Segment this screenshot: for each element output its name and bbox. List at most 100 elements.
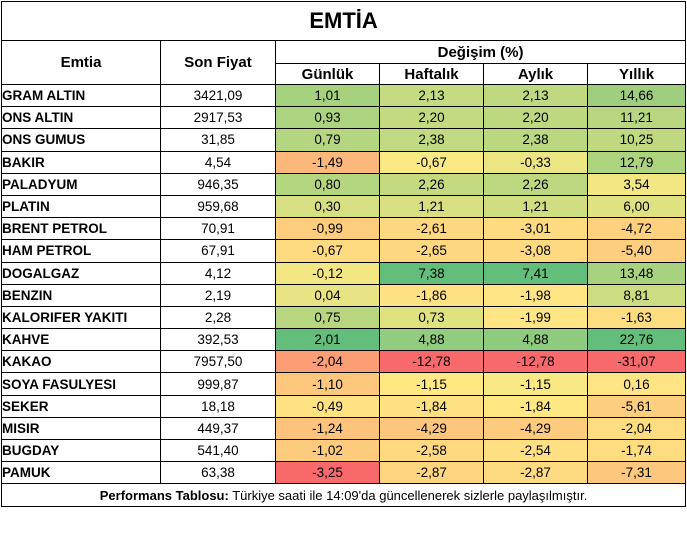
last-price: 63,38 — [160, 461, 276, 485]
table-row: GRAM ALTIN 3421,09 1,01 2,13 2,13 14,66 — [1, 83, 687, 108]
monthly-change: -12,78 — [483, 350, 588, 374]
monthly-change: 7,41 — [483, 261, 588, 285]
weekly-change: -1,84 — [379, 394, 484, 418]
monthly-change: -1,99 — [483, 305, 588, 330]
commodity-name: PALADYUM — [1, 172, 161, 196]
last-price: 999,87 — [160, 372, 276, 396]
yearly-change: 13,48 — [586, 261, 687, 285]
monthly-change: 1,21 — [483, 194, 588, 219]
table-row: KALORIFER YAKITI 2,28 0,75 0,73 -1,99 -1,63 — [1, 305, 687, 330]
yearly-change: -1,63 — [586, 305, 687, 330]
table-row: PAMUK 63,38 -3,25 -2,87 -2,87 -7,31 — [1, 461, 687, 485]
weekly-change: -1,86 — [379, 283, 484, 307]
weekly-change: 7,38 — [379, 261, 484, 285]
monthly-change: 2,13 — [483, 83, 588, 108]
daily-change: 0,04 — [275, 283, 380, 307]
weekly-change: 2,20 — [379, 106, 484, 130]
weekly-change: -2,87 — [379, 461, 484, 485]
yearly-change: -5,61 — [586, 394, 687, 418]
weekly-change: -2,58 — [379, 438, 484, 463]
last-price: 946,35 — [160, 172, 276, 196]
monthly-change: -3,01 — [483, 217, 588, 241]
daily-change: 0,93 — [275, 106, 380, 130]
commodity-name: MISIR — [1, 416, 161, 441]
table-row: PLATIN 959,68 0,30 1,21 1,21 6,00 — [1, 194, 687, 219]
daily-change: 0,79 — [275, 128, 380, 152]
commodity-name: BAKIR — [1, 150, 161, 174]
yearly-change: 14,66 — [586, 83, 687, 108]
monthly-change: 4,88 — [483, 328, 588, 352]
monthly-change: 2,20 — [483, 106, 588, 130]
yearly-change: 12,79 — [586, 150, 687, 174]
daily-change: 1,01 — [275, 83, 380, 108]
weekly-change: 2,13 — [379, 83, 484, 108]
yearly-change: -5,40 — [586, 239, 687, 263]
commodity-name: DOGALGAZ — [1, 261, 161, 285]
yearly-change: -31,07 — [586, 350, 687, 374]
yearly-change: 22,76 — [586, 328, 687, 352]
last-price: 2,28 — [160, 305, 276, 330]
daily-change: -1,24 — [275, 416, 380, 441]
table-row: ONS ALTIN 2917,53 0,93 2,20 2,20 11,21 — [1, 106, 687, 130]
table-row: PALADYUM 946,35 0,80 2,26 2,26 3,54 — [1, 172, 687, 196]
yearly-change: 0,16 — [586, 372, 687, 396]
monthly-change: -4,29 — [483, 416, 588, 441]
weekly-change: 4,88 — [379, 328, 484, 352]
daily-change: 0,80 — [275, 172, 380, 196]
commodity-name: BENZIN — [1, 283, 161, 307]
header-change-group: Değişim (%) — [274, 40, 687, 64]
last-price: 7957,50 — [160, 350, 276, 374]
header-daily: Günlük — [275, 63, 380, 85]
daily-change: -1,49 — [275, 150, 380, 174]
weekly-change: 1,21 — [379, 194, 484, 219]
header-weekly: Haftalık — [379, 63, 484, 85]
monthly-change: 2,38 — [483, 128, 588, 152]
monthly-change: -2,54 — [483, 438, 588, 463]
weekly-change: -0,67 — [379, 150, 484, 174]
commodity-name: ONS ALTIN — [1, 106, 161, 130]
table-row: KAKAO 7957,50 -2,04 -12,78 -12,78 -31,07 — [1, 350, 687, 374]
table-row: BUGDAY 541,40 -1,02 -2,58 -2,54 -1,74 — [1, 438, 687, 463]
monthly-change: -1,98 — [483, 283, 588, 307]
yearly-change: 10,25 — [586, 128, 687, 152]
weekly-change: 0,73 — [379, 305, 484, 330]
commodity-name: BRENT PETROL — [1, 217, 161, 241]
commodity-performance-table: EMTİA Emtia Son Fiyat Değişim (%) Günlük… — [0, 1, 687, 508]
table-row: BAKIR 4,54 -1,49 -0,67 -0,33 12,79 — [1, 150, 687, 174]
last-price: 18,18 — [160, 394, 276, 418]
commodity-name: SEKER — [1, 394, 161, 418]
commodity-name: KAKAO — [1, 350, 161, 374]
monthly-change: -3,08 — [483, 239, 588, 263]
monthly-change: -1,15 — [483, 372, 588, 396]
header-yearly: Yıllık — [586, 63, 687, 85]
commodity-name: KAHVE — [1, 328, 161, 352]
commodity-name: GRAM ALTIN — [1, 83, 161, 108]
weekly-change: -4,29 — [379, 416, 484, 441]
yearly-change: -1,74 — [586, 438, 687, 463]
table-row: KAHVE 392,53 2,01 4,88 4,88 22,76 — [1, 328, 687, 352]
table-row: HAM PETROL 67,91 -0,67 -2,65 -3,08 -5,40 — [1, 239, 687, 263]
last-price: 67,91 — [160, 239, 276, 263]
table-title: EMTİA — [0, 1, 687, 41]
weekly-change: 2,26 — [379, 172, 484, 196]
last-price: 392,53 — [160, 328, 276, 352]
weekly-change: -2,61 — [379, 217, 484, 241]
daily-change: -1,02 — [275, 438, 380, 463]
commodity-name: KALORIFER YAKITI — [1, 305, 161, 330]
last-price: 541,40 — [160, 438, 276, 463]
daily-change: -0,12 — [275, 261, 380, 285]
weekly-change: -1,15 — [379, 372, 484, 396]
header-last-price: Son Fiyat — [160, 40, 276, 85]
table-row: SEKER 18,18 -0,49 -1,84 -1,84 -5,61 — [1, 394, 687, 418]
last-price: 959,68 — [160, 194, 276, 219]
table-row: SOYA FASULYESI 999,87 -1,10 -1,15 -1,15 0,16 — [1, 372, 687, 396]
weekly-change: -2,65 — [379, 239, 484, 263]
monthly-change: -1,84 — [483, 394, 588, 418]
monthly-change: -2,87 — [483, 461, 588, 485]
last-price: 4,54 — [160, 150, 276, 174]
table-row: BENZIN 2,19 0,04 -1,86 -1,98 8,81 — [1, 283, 687, 307]
last-price: 4,12 — [160, 261, 276, 285]
yearly-change: 8,81 — [586, 283, 687, 307]
table-row: BRENT PETROL 70,91 -0,99 -2,61 -3,01 -4,72 — [1, 217, 687, 241]
last-price: 31,85 — [160, 128, 276, 152]
